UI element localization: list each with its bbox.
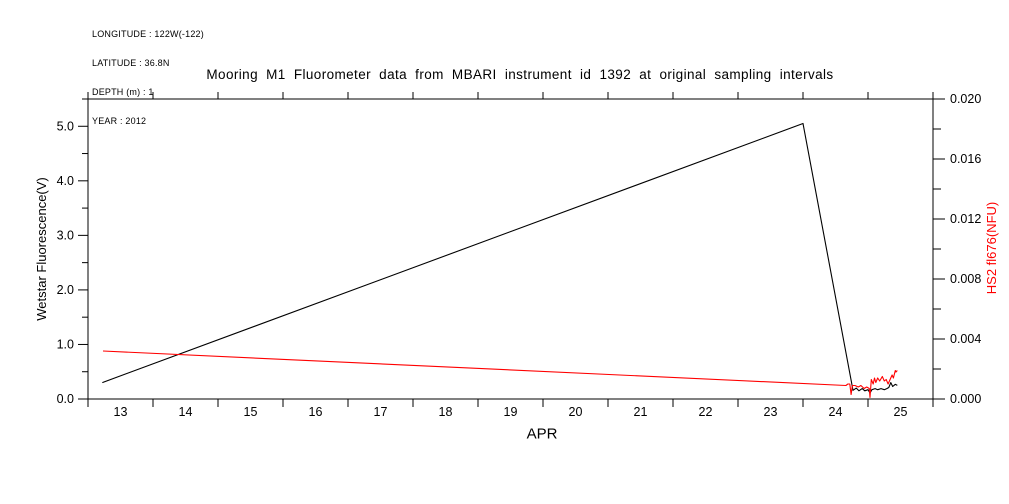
x-tick-label: 21 [634, 405, 648, 419]
y-right-axis-title: HS2 fl676(NFU) [984, 202, 999, 294]
metadata-longitude: LONGITUDE : 122W(-122) [92, 29, 204, 40]
x-tick-label: 20 [569, 405, 583, 419]
x-tick-label: 13 [114, 405, 128, 419]
y-right-tick-label: 0.008 [950, 272, 981, 286]
x-tick-label: 24 [829, 405, 843, 419]
y-left-tick-label: 0.0 [57, 392, 74, 406]
x-tick-label: 15 [244, 405, 258, 419]
metadata-latitude: LATITUDE : 36.8N [92, 57, 170, 68]
y-left-axis-title: Wetstar Fluorescence(V) [34, 177, 49, 321]
metadata-year: YEAR : 2012 [92, 115, 147, 126]
x-axis-title: APR [527, 425, 558, 442]
x-tick-label: 14 [179, 405, 193, 419]
y-left-tick-label: 4.0 [57, 174, 74, 188]
x-tick-label: 17 [374, 405, 388, 419]
x-tick-label: 22 [699, 405, 713, 419]
x-tick-label: 16 [309, 405, 323, 419]
x-tick-label: 19 [504, 405, 518, 419]
y-right-tick-label: 0.016 [950, 152, 981, 166]
x-tick-label: 25 [894, 405, 908, 419]
y-right-tick-label: 0.012 [950, 212, 981, 226]
plot-frame [87, 98, 934, 400]
chart-title: Mooring M1 Fluorometer data from MBARI i… [206, 67, 834, 82]
y-left-tick-label: 3.0 [57, 228, 74, 242]
y-left-tick-label: 5.0 [57, 119, 74, 133]
y-right-tick-label: 0.004 [950, 332, 981, 346]
series-line-wetstar [102, 122, 898, 394]
metadata-depth: DEPTH (m) : 1 [92, 86, 154, 97]
x-tick-label: 18 [439, 405, 453, 419]
y-left-tick-label: 2.0 [57, 283, 74, 297]
series-line-hs2 [102, 350, 898, 399]
y-left-tick-label: 1.0 [57, 337, 74, 351]
station-metadata: LONGITUDE : 122W(-122) LATITUDE : 36.8N … [92, 11, 204, 145]
y-right-tick-label: 0.020 [950, 92, 981, 106]
y-right-tick-label: 0.000 [950, 392, 981, 406]
x-tick-label: 23 [764, 405, 778, 419]
